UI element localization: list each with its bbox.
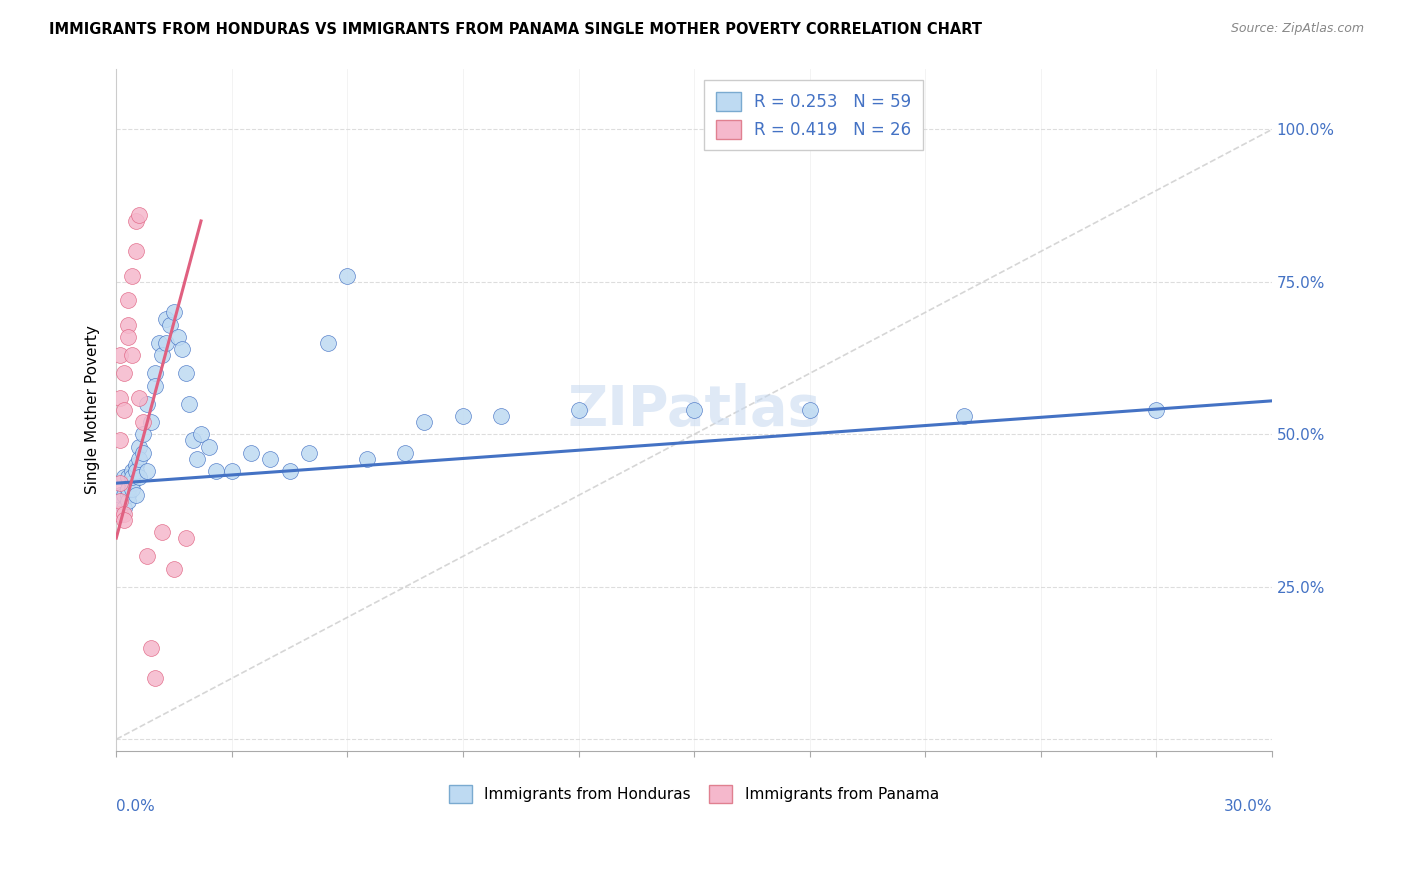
Point	[112, 513, 135, 527]
Point	[174, 531, 197, 545]
Point	[117, 483, 139, 497]
Point	[112, 403, 135, 417]
Text: ZIPatlas: ZIPatlas	[568, 383, 821, 437]
Point	[152, 348, 174, 362]
Point	[112, 367, 135, 381]
Point	[117, 470, 139, 484]
Point	[181, 434, 204, 448]
Point	[179, 397, 201, 411]
Point	[136, 464, 159, 478]
Point	[117, 293, 139, 308]
Point	[186, 451, 208, 466]
Point	[112, 500, 135, 515]
Point	[128, 391, 150, 405]
Point	[683, 403, 706, 417]
Point	[155, 335, 177, 350]
Point	[108, 348, 131, 362]
Point	[139, 415, 162, 429]
Point	[356, 451, 378, 466]
Point	[117, 488, 139, 502]
Point	[124, 244, 146, 259]
Point	[259, 451, 281, 466]
Point	[124, 458, 146, 472]
Point	[121, 483, 143, 497]
Point	[148, 335, 170, 350]
Point	[112, 470, 135, 484]
Point	[136, 549, 159, 564]
Point	[121, 464, 143, 478]
Point	[108, 391, 131, 405]
Point	[316, 335, 339, 350]
Point	[136, 397, 159, 411]
Point	[121, 470, 143, 484]
Point	[174, 367, 197, 381]
Point	[155, 311, 177, 326]
Point	[132, 415, 155, 429]
Point	[394, 445, 416, 459]
Point	[132, 445, 155, 459]
Text: 30.0%: 30.0%	[1223, 799, 1272, 814]
Point	[205, 464, 228, 478]
Point	[112, 488, 135, 502]
Point	[108, 488, 131, 502]
Point	[124, 464, 146, 478]
Point	[128, 440, 150, 454]
Point	[128, 451, 150, 466]
Point	[117, 330, 139, 344]
Point	[152, 524, 174, 539]
Point	[221, 464, 243, 478]
Point	[108, 494, 131, 508]
Point	[167, 330, 190, 344]
Point	[124, 214, 146, 228]
Point	[163, 305, 186, 319]
Text: Source: ZipAtlas.com: Source: ZipAtlas.com	[1230, 22, 1364, 36]
Point	[278, 464, 301, 478]
Point	[117, 494, 139, 508]
Point	[336, 268, 359, 283]
Point	[240, 445, 263, 459]
Point	[197, 440, 219, 454]
Y-axis label: Single Mother Poverty: Single Mother Poverty	[86, 326, 100, 494]
Point	[491, 409, 513, 423]
Point	[170, 342, 193, 356]
Point	[159, 318, 181, 332]
Point	[163, 561, 186, 575]
Point	[128, 208, 150, 222]
Point	[1144, 403, 1167, 417]
Point	[139, 640, 162, 655]
Point	[952, 409, 974, 423]
Point	[124, 488, 146, 502]
Text: IMMIGRANTS FROM HONDURAS VS IMMIGRANTS FROM PANAMA SINGLE MOTHER POVERTY CORRELA: IMMIGRANTS FROM HONDURAS VS IMMIGRANTS F…	[49, 22, 983, 37]
Point	[117, 483, 139, 497]
Point	[143, 671, 166, 685]
Point	[121, 348, 143, 362]
Point	[108, 434, 131, 448]
Point	[799, 403, 821, 417]
Point	[108, 507, 131, 521]
Point	[112, 507, 135, 521]
Point	[108, 507, 131, 521]
Point	[451, 409, 474, 423]
Point	[121, 268, 143, 283]
Point	[143, 367, 166, 381]
Legend: Immigrants from Honduras, Immigrants from Panama: Immigrants from Honduras, Immigrants fro…	[443, 779, 945, 809]
Point	[190, 427, 212, 442]
Point	[128, 470, 150, 484]
Point	[143, 378, 166, 392]
Point	[108, 476, 131, 491]
Point	[117, 318, 139, 332]
Point	[567, 403, 589, 417]
Text: 0.0%: 0.0%	[117, 799, 155, 814]
Point	[132, 427, 155, 442]
Point	[298, 445, 321, 459]
Point	[121, 476, 143, 491]
Point	[413, 415, 436, 429]
